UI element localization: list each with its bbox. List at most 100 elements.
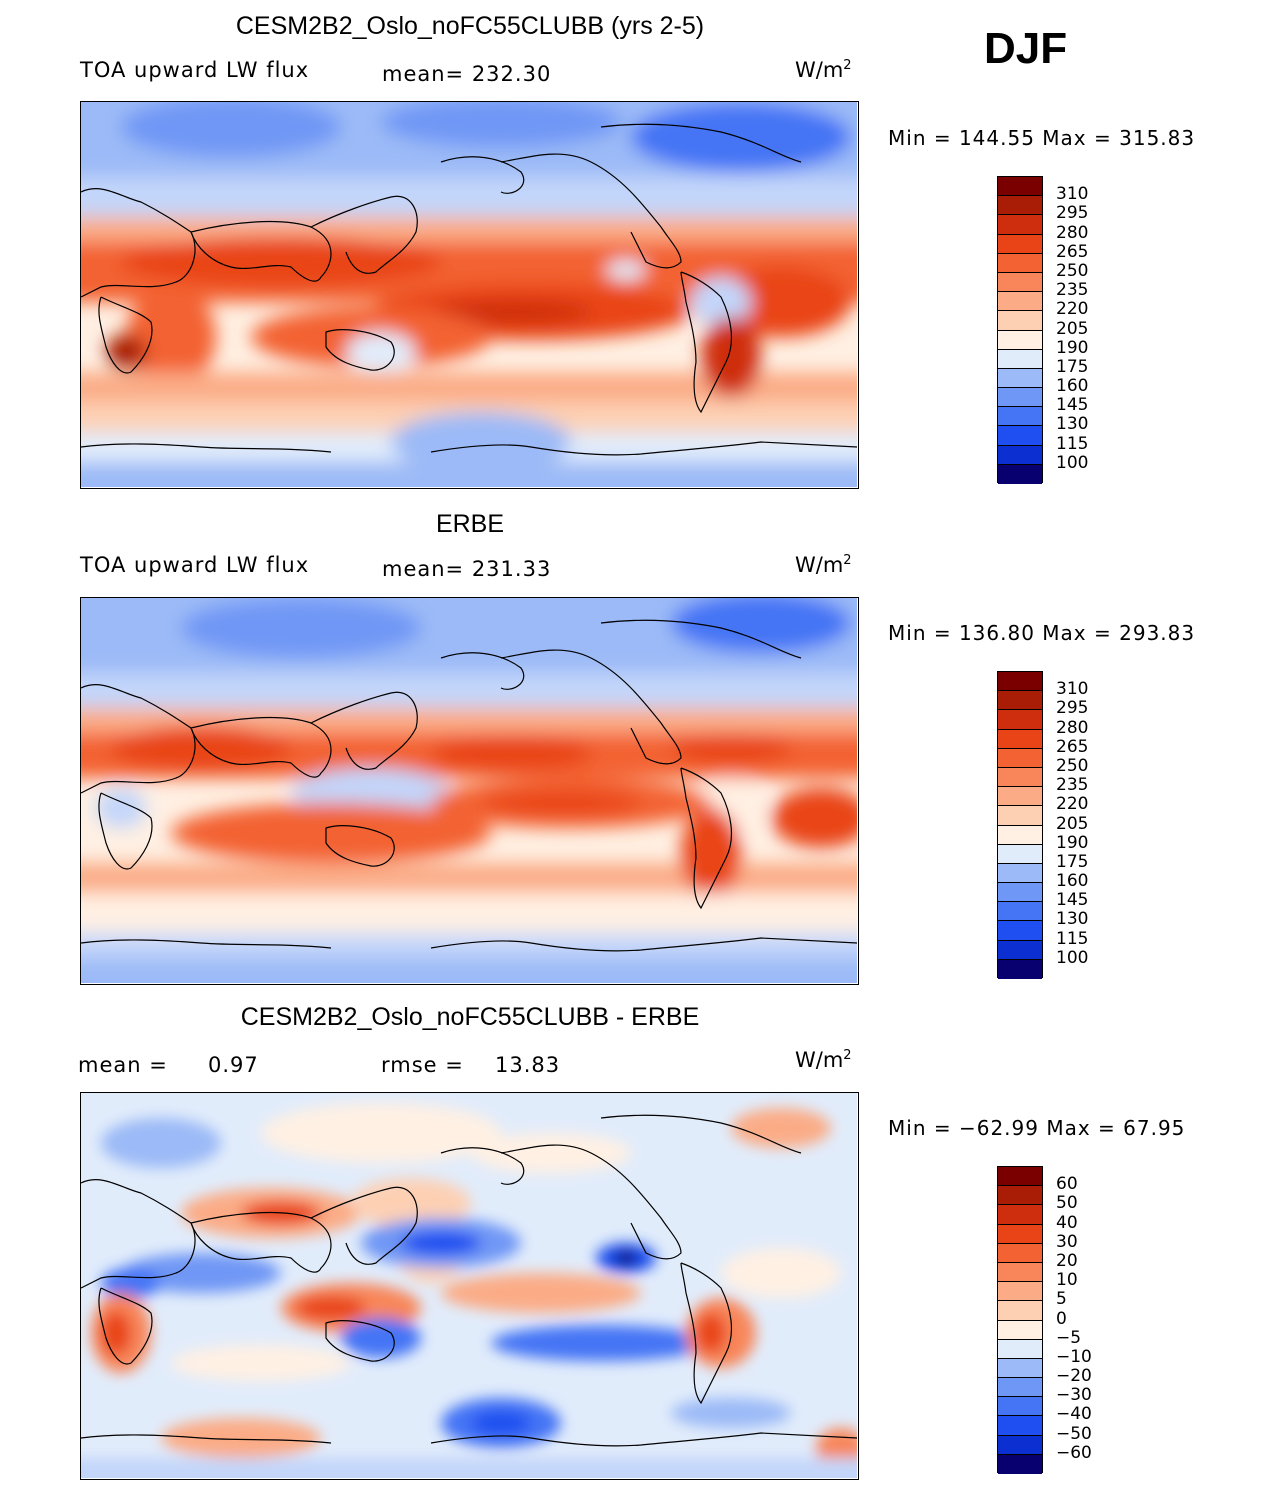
colorbar-box: [998, 1262, 1042, 1283]
colorbar-box: [998, 863, 1042, 884]
mean-label: mean= 231.33: [382, 557, 552, 581]
colorbar-box: [998, 959, 1042, 979]
colorbar-box: [998, 1397, 1042, 1417]
units-label: W/m2: [795, 553, 852, 577]
colorbar-box: [998, 1358, 1042, 1379]
colorbar-tick-label: 115: [1056, 928, 1089, 949]
colorbar-tick-label: 145: [1056, 395, 1089, 416]
colorbar-tick-label: 295: [1056, 203, 1089, 224]
colorbar-box: [998, 1435, 1042, 1455]
colorbar-box: [998, 767, 1042, 788]
colorbar-box: [998, 1339, 1042, 1359]
colorbar-tick-label: 220: [1056, 794, 1089, 815]
colorbar-tick-label: 10: [1056, 1270, 1078, 1291]
mean-label: mean =: [78, 1053, 168, 1077]
mean-label: mean= 232.30: [382, 62, 552, 86]
colorbar-tick-label: 280: [1056, 222, 1089, 243]
colorbar-box: [998, 388, 1042, 408]
colorbar-tick-label: 60: [1056, 1174, 1078, 1195]
colorbar-box: [998, 196, 1042, 216]
colorbar-box: [998, 691, 1042, 711]
min-max-label: Min = 144.55 Max = 315.83: [888, 126, 1196, 150]
colorbar-box: [998, 1205, 1042, 1225]
colorbar-tick-label: 160: [1056, 376, 1089, 397]
colorbar-box: [998, 844, 1042, 864]
min-max-label: Min = 136.80 Max = 293.83: [888, 621, 1196, 645]
mean-value: 0.97: [208, 1053, 259, 1077]
colorbar-tick-label: −50: [1056, 1423, 1092, 1444]
colorbar-tick-label: 310: [1056, 184, 1089, 205]
variable-label: TOA upward LW flux: [80, 58, 310, 82]
colorbar-box: [998, 445, 1042, 465]
units-label: W/m2: [795, 58, 852, 82]
colorbar-box: [998, 1416, 1042, 1436]
map-obs: [80, 597, 859, 985]
panel-title: ERBE: [435, 510, 505, 538]
colorbar-box: [998, 1224, 1042, 1244]
colorbar-box: [998, 1167, 1042, 1187]
colorbar-tick-label: −30: [1056, 1385, 1092, 1406]
colorbar-box: [998, 1282, 1042, 1302]
colorbar-box: [998, 825, 1042, 845]
colorbar-box: [998, 234, 1042, 254]
colorbar-box: [998, 1243, 1042, 1263]
variable-label: TOA upward LW flux: [80, 553, 310, 577]
colorbar-tick-label: 115: [1056, 433, 1089, 454]
colorbar-tick-label: 100: [1056, 947, 1089, 968]
colorbar-tick-label: 205: [1056, 318, 1089, 339]
colorbar-tick-label: 130: [1056, 414, 1089, 435]
colorbar-box: [998, 253, 1042, 273]
colorbar-tick-label: 235: [1056, 775, 1089, 796]
colorbar-tick-label: 265: [1056, 241, 1089, 262]
colorbar-tick-label: 235: [1056, 280, 1089, 301]
colorbar-tick-label: 310: [1056, 679, 1089, 700]
map-difference: [80, 1092, 859, 1480]
colorbar-box: [998, 1186, 1042, 1206]
colorbar-tick-label: 220: [1056, 299, 1089, 320]
coastlines: [81, 619, 857, 952]
min-max-label: Min = −62.99 Max = 67.95: [888, 1116, 1186, 1140]
coastlines: [81, 123, 857, 456]
colorbar-box: [998, 672, 1042, 692]
colorbar-tick-label: 30: [1056, 1231, 1078, 1252]
rmse-value: 13.83: [495, 1053, 561, 1077]
colorbar-tick-label: 205: [1056, 813, 1089, 834]
colorbar: [997, 671, 1043, 979]
colorbar-tick-label: 265: [1056, 736, 1089, 757]
colorbar-box: [998, 729, 1042, 749]
colorbar: [997, 176, 1043, 484]
colorbar-box: [998, 883, 1042, 903]
colorbar-box: [998, 1320, 1042, 1340]
colorbar-box: [998, 215, 1042, 235]
map-model: [80, 101, 859, 489]
rmse-label: rmse =: [381, 1053, 464, 1077]
colorbar-box: [998, 349, 1042, 369]
colorbar-tick-label: −20: [1056, 1366, 1092, 1387]
colorbar-tick-label: 250: [1056, 755, 1089, 776]
colorbar-box: [998, 368, 1042, 389]
colorbar-tick-label: −40: [1056, 1404, 1092, 1425]
colorbar-tick-label: 190: [1056, 337, 1089, 358]
panel-title: CESM2B2_Oslo_noFC55CLUBB (yrs 2-5): [235, 12, 705, 40]
season-label: DJF: [984, 24, 1068, 73]
colorbar-tick-label: −5: [1056, 1327, 1082, 1348]
contour-field: [81, 598, 857, 983]
colorbar-box: [998, 292, 1042, 312]
colorbar-tick-label: 295: [1056, 698, 1089, 719]
colorbar-tick-label: 145: [1056, 890, 1089, 911]
colorbar-box: [998, 311, 1042, 331]
contour-field: [81, 102, 857, 487]
units-label: W/m2: [795, 1048, 852, 1072]
colorbar-box: [998, 1301, 1042, 1321]
colorbar-box: [998, 407, 1042, 427]
colorbar-tick-label: 280: [1056, 717, 1089, 738]
colorbar-tick-label: 20: [1056, 1250, 1078, 1271]
contour-field: [81, 1093, 857, 1478]
colorbar-tick-label: 40: [1056, 1212, 1078, 1233]
colorbar-box: [998, 710, 1042, 730]
colorbar-box: [998, 426, 1042, 446]
colorbar-tick-label: 190: [1056, 832, 1089, 853]
colorbar-box: [998, 787, 1042, 807]
colorbar-box: [998, 177, 1042, 197]
colorbar-box: [998, 806, 1042, 826]
